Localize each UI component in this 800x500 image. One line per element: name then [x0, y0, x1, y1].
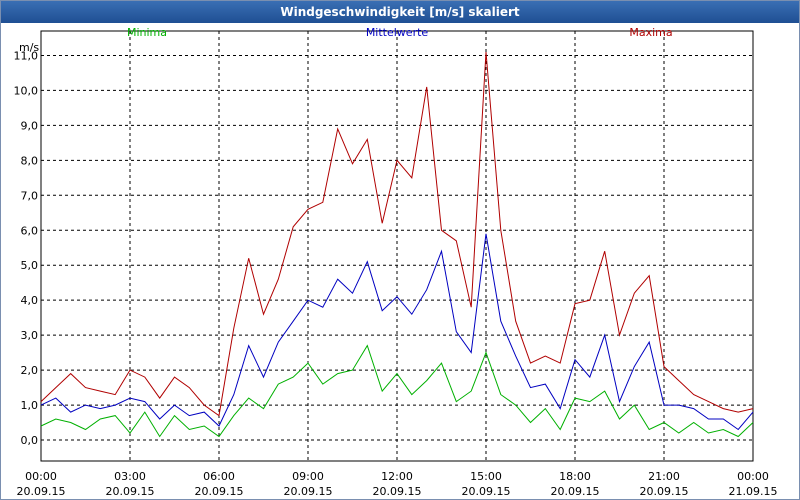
series-line-maxima — [40, 51, 754, 417]
x-tick-time: 00:00 — [737, 470, 769, 483]
y-tick-label: 4,0 — [21, 294, 39, 307]
series-line-minima — [40, 344, 754, 438]
x-tick-time: 09:00 — [292, 470, 324, 483]
x-tick-date: 20.09.15 — [373, 485, 422, 498]
x-tick-date: 20.09.15 — [106, 485, 155, 498]
y-axis-label: m/s — [19, 41, 39, 54]
y-tick-label: 5,0 — [21, 259, 39, 272]
x-tick-date: 20.09.15 — [17, 485, 66, 498]
y-tick-label: 11,0 — [14, 49, 39, 62]
legend-entry-maxima: Maxima — [629, 26, 672, 39]
y-tick-label: 9,0 — [21, 119, 39, 132]
y-tick-label: 1,0 — [21, 399, 39, 412]
legend-entry-minima: Minima — [127, 26, 167, 39]
x-tick-date: 20.09.15 — [195, 485, 244, 498]
x-tick-date: 21.09.15 — [729, 485, 778, 498]
x-axis-ticks: 00:00 20.09.15 03:00 20.09.15 06:00 20.09.15 0… — [17, 470, 778, 498]
legend: Minima Mittelwerte Maxima — [127, 26, 673, 39]
y-tick-label: 7,0 — [21, 189, 39, 202]
x-tick-time: 00:00 — [25, 470, 57, 483]
x-tick-date: 20.09.15 — [551, 485, 600, 498]
x-tick-date: 20.09.15 — [462, 485, 511, 498]
series-line-mittelwerte — [40, 233, 754, 431]
y-tick-label: 8,0 — [21, 154, 39, 167]
y-axis-ticks: 0,0 1,0 2,0 3,0 4,0 5,0 6,0 7,0 8,0 9,0 10,0 11,0 — [14, 49, 39, 447]
y-tick-label: 0,0 — [21, 434, 39, 447]
x-tick-time: 03:00 — [114, 470, 146, 483]
y-tick-label: 3,0 — [21, 329, 39, 342]
x-tick-time: 18:00 — [559, 470, 591, 483]
x-tick-time: 06:00 — [203, 470, 235, 483]
grid — [41, 31, 753, 461]
chart-title: Windgeschwindigkeit [m/s] skaliert — [1, 1, 799, 23]
y-tick-label: 2,0 — [21, 364, 39, 377]
plot-area-border — [40, 30, 754, 462]
series-group — [40, 51, 754, 438]
y-tick-label: 6,0 — [21, 224, 39, 237]
x-tick-time: 12:00 — [381, 470, 413, 483]
x-tick-date: 20.09.15 — [640, 485, 689, 498]
x-tick-time: 15:00 — [470, 470, 502, 483]
x-tick-date: 20.09.15 — [284, 485, 333, 498]
legend-entry-mittelwerte: Mittelwerte — [366, 26, 429, 39]
x-tick-time: 21:00 — [648, 470, 680, 483]
y-tick-label: 10,0 — [14, 84, 39, 97]
